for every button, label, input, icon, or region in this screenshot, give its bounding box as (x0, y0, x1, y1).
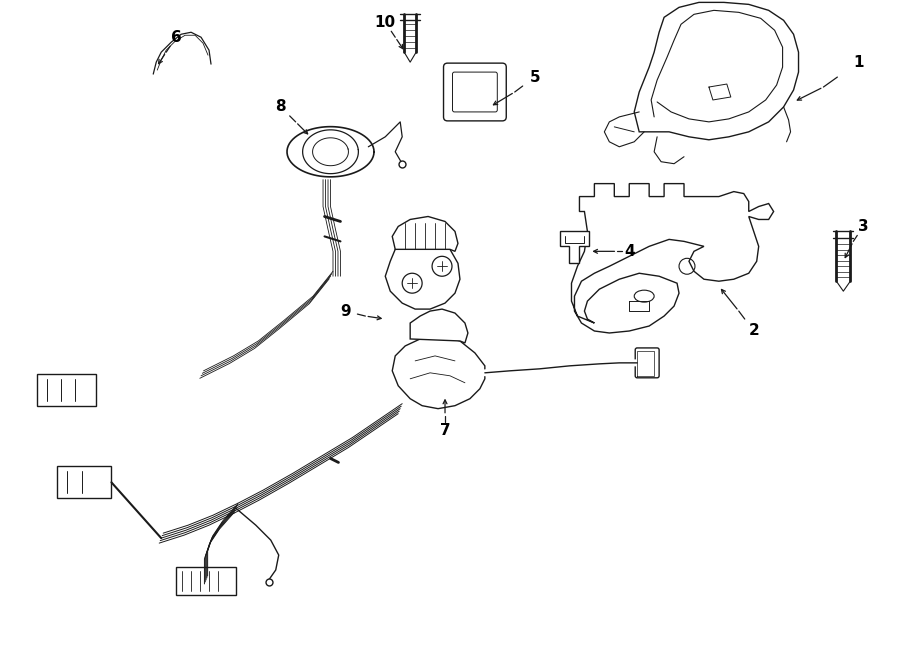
Text: 3: 3 (858, 219, 868, 234)
Ellipse shape (634, 290, 654, 302)
FancyBboxPatch shape (635, 348, 659, 378)
Polygon shape (176, 567, 236, 595)
Text: 4: 4 (624, 244, 634, 259)
Text: 7: 7 (440, 423, 450, 438)
Polygon shape (37, 374, 96, 406)
Text: 2: 2 (748, 323, 759, 338)
FancyBboxPatch shape (453, 72, 498, 112)
Polygon shape (560, 231, 590, 263)
Text: 6: 6 (171, 30, 182, 45)
FancyBboxPatch shape (444, 63, 507, 121)
Polygon shape (392, 217, 458, 251)
Text: 5: 5 (529, 69, 540, 85)
Text: 8: 8 (275, 99, 286, 114)
Polygon shape (410, 309, 468, 343)
Polygon shape (385, 237, 460, 309)
Text: 1: 1 (853, 55, 863, 69)
Text: 10: 10 (374, 15, 396, 30)
Polygon shape (572, 184, 774, 333)
Polygon shape (57, 467, 112, 498)
Polygon shape (634, 3, 798, 140)
Text: 9: 9 (340, 303, 351, 319)
Polygon shape (392, 336, 485, 408)
